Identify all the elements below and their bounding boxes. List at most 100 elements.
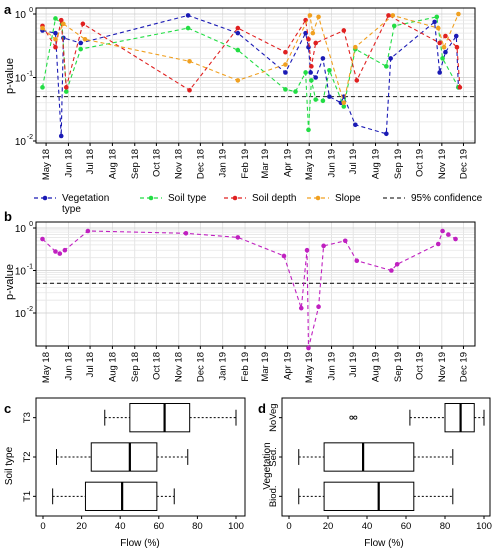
panel-c-xtick-label: 40 [115,521,126,532]
data-point [293,89,298,94]
panel-a-xtick-label: Aug 19 [371,149,382,179]
panel-b-ytick-exponent: -2 [27,306,33,313]
panel-b-xtick-label: Oct 18 [151,352,162,380]
panel-d-xtick-label: 100 [476,521,492,532]
data-point [80,21,86,27]
data-point [40,236,45,242]
legend-label: Vegetation [62,193,109,204]
panel-c-xtick-label: 0 [40,521,45,532]
panel-c-xtick-label: 100 [228,521,244,532]
data-point [388,56,393,61]
panel-c-xtick-label: 20 [76,521,87,532]
panel-b-xtick-label: Jan 19 [218,352,229,381]
panel-c-xtick-label: 60 [154,521,165,532]
data-point [440,228,445,234]
data-point [61,21,66,27]
legend-item: Soil type [140,193,207,204]
panel-a-ytick-label: 10 [15,74,27,85]
data-point [320,56,326,61]
panel-b-series-0 [40,228,458,351]
data-point [304,247,310,253]
panel-b-ytick-label: 10 [15,267,27,278]
box-category-label: T2 [22,451,33,462]
legend-label: 95% confidence [411,193,483,204]
panel-a-xtick-label: Jun 18 [63,149,74,178]
box-iqr [129,403,191,433]
box-category-label: T3 [22,412,33,423]
panel-a-frame [35,7,476,144]
data-point [283,62,288,67]
data-point [354,78,360,83]
data-point [235,235,241,240]
panel-b-xtick-label: Nov 19 [437,352,448,382]
panel-a-xtick-label: Nov 19 [437,149,448,179]
data-point [307,13,313,18]
data-point [456,11,461,17]
data-point [341,100,347,106]
data-point [327,67,332,73]
data-point [457,85,463,90]
data-point [235,47,241,53]
panel-a-ytick-exponent: -1 [27,71,33,78]
panel-b-xtick-label: Jul 18 [85,352,96,377]
box-Biod.: Biod. [268,481,454,511]
panel-b-background [36,222,475,346]
panel-a-xtick-label: Oct 18 [151,149,162,177]
panel-a-ytick-label: 10 [15,137,27,148]
data-point [53,36,58,42]
data-point [389,268,394,273]
data-point [58,133,64,139]
panel-b-xtick-label: Dec 19 [458,352,469,382]
data-point [313,97,318,102]
panel-d-xlabel: Flow (%) [364,538,403,549]
panel-b-xtick-label: Jun 18 [63,352,74,381]
panel-b-xtick-label: Jul 19 [348,352,359,377]
panel-b-ylabel: p-value [4,264,16,300]
box-category-label: Sed. [268,447,279,467]
panel-b-xtick-label: Aug 18 [107,352,118,382]
legend-swatch-marker [42,195,48,201]
panel-b-xtick-label: Nov 18 [174,352,185,382]
box-iqr [323,481,415,511]
data-point [394,261,400,267]
data-point [53,249,58,254]
panel-a-series-2 [40,13,463,93]
data-point [40,85,45,90]
data-point [354,258,360,264]
data-point [185,13,191,18]
legend-label: Slope [335,193,361,204]
legend-label: Soil type [168,193,207,204]
panel-a-ytick-label: 10 [15,10,27,21]
data-point [320,98,326,104]
data-point [437,40,442,46]
data-point [454,44,460,50]
panel-a-xtick-label: Oct 19 [414,149,425,177]
data-point [306,127,311,133]
data-point [386,13,391,18]
panel-b-xtick-label: Oct 19 [414,352,425,380]
data-point [53,30,58,36]
panel-b-xtick-label: Sep 18 [130,352,141,382]
panel-b-frame [35,221,476,347]
data-point [353,44,358,50]
data-point [453,33,459,39]
data-point [235,30,241,36]
panel-d-label: d [258,401,266,416]
data-point [298,305,304,311]
data-point [58,17,64,23]
panel-b-xtick-label: Jun 19 [327,352,338,381]
data-point [306,44,311,50]
data-point [327,94,332,99]
panel-a-xtick-label: Jul 18 [85,149,96,174]
panel-c-label: c [4,401,11,416]
panel-d-xtick-label: 60 [401,521,412,532]
panel-a-xtick-label: May 18 [41,149,52,180]
data-point [303,30,308,36]
panel-a-xtick-label: Jan 19 [218,149,229,178]
panel-b-ytick-exponent: -1 [27,264,33,271]
data-point [341,28,347,33]
series-line [41,16,459,130]
panel-a-xtick-label: Nov 18 [174,149,185,179]
